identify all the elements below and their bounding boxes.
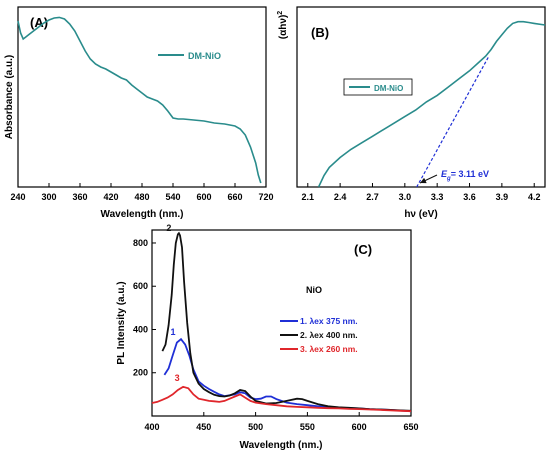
panel-a-x-tick-label: 660	[227, 192, 242, 202]
panel-c-series-line	[151, 385, 412, 413]
panel-c-ticks: 400 450 500 550 600 650 200 400 600 800	[133, 238, 419, 432]
panel-c-y-tick-label: 800	[133, 238, 148, 248]
panel-a-plot-frame	[17, 6, 267, 188]
panel-c-legend-label: 1. λex 375 nm.	[300, 316, 358, 326]
panel-b-x-ticks: 2.1 2.4 2.7 3.0 3.3 3.6 3.9 4.2	[302, 183, 541, 202]
panel-b-label: (B)	[311, 25, 329, 40]
panel-c-plot-frame	[151, 229, 412, 417]
panel-b-x-tick-label: 3.0	[399, 192, 412, 202]
panel-a-x-tick-label: 360	[72, 192, 87, 202]
panel-b-x-axis-label: hν (eV)	[404, 209, 437, 220]
panel-c-legend-title: NiO	[306, 285, 322, 295]
panel-a-x-tick-label: 420	[103, 192, 118, 202]
panel-b-series	[317, 20, 546, 188]
panel-c-y-tick-label: 400	[133, 324, 148, 334]
panel-c-y-tick-label: 200	[133, 368, 148, 378]
panel-c-curve-number-label: 3	[175, 373, 180, 383]
panel-b-eg-arrow	[419, 174, 438, 184]
panel-b-plot-frame	[296, 6, 546, 188]
panel-c-series: 1 2 3	[151, 223, 412, 413]
panel-c-y-axis-label: PL Intensity (a.u.)	[116, 281, 127, 364]
panel-b-legend-label: DM-NiO	[374, 84, 403, 93]
panel-a-x-tick-label: 240	[10, 192, 25, 202]
panel-c-curve-number-label: 1	[171, 327, 176, 337]
panel-c-label: (C)	[354, 242, 372, 257]
panel-b-eg-annotation: Eg= 3.11 eV	[441, 169, 489, 182]
panel-a-x-tick-label: 300	[41, 192, 56, 202]
panel-b-x-tick-label: 3.6	[463, 192, 476, 202]
panel-a-x-tick-label: 600	[196, 192, 211, 202]
panel-a-series-line	[17, 16, 262, 184]
panel-a-x-axis-label: Wavelength (nm.)	[101, 209, 184, 220]
panel-a-y-axis-label: Absorbance (a.u.)	[4, 55, 15, 139]
panel-c-legend: 1. λex 375 nm. 2. λex 400 nm. 3. λex 260 n…	[280, 316, 358, 354]
panel-b-x-tick-label: 2.7	[366, 192, 379, 202]
panel-a-legend-label: DM-NiO	[188, 51, 221, 61]
panel-b-x-tick-label: 2.1	[302, 192, 315, 202]
panel-a-x-tick-label: 540	[165, 192, 180, 202]
panel-a-label: (A)	[30, 15, 48, 30]
panel-c-x-tick-label: 650	[403, 422, 418, 432]
panel-b-x-tick-label: 3.3	[431, 192, 444, 202]
panel-c-x-axis-label: Wavelength (nm.)	[240, 440, 323, 451]
panel-b-x-tick-label: 3.9	[496, 192, 509, 202]
panel-a-x-tick-label: 720	[258, 192, 273, 202]
panel-c-series-line	[161, 231, 412, 412]
panel-b-y-axis-label: (αhν)2	[277, 11, 289, 39]
panel-a: (A) 240 300 360 420 480 540 600 660 720 Waveleng…	[4, 6, 274, 220]
panel-b-x-tick-label: 4.2	[528, 192, 541, 202]
panel-c-y-tick-label: 600	[133, 281, 148, 291]
panel-b-tangent-line	[416, 55, 490, 188]
panel-b: (B) 2.1 2.4 2.7 3.0 3.3 3.6 3.9 4.2 hν (eV) (αh…	[277, 6, 546, 220]
panel-c-x-tick-label: 450	[196, 422, 211, 432]
panel-c-x-tick-label: 500	[248, 422, 263, 432]
panel-c-legend-label: 3. λex 260 nm.	[300, 344, 358, 354]
panel-b-x-tick-label: 2.4	[334, 192, 347, 202]
panel-c-x-tick-label: 400	[144, 422, 159, 432]
panel-a-x-tick-label: 480	[134, 192, 149, 202]
panel-a-series	[17, 16, 262, 184]
panel-c-legend-label: 2. λex 400 nm.	[300, 330, 358, 340]
panel-b-legend-box	[343, 78, 413, 96]
panel-c: (C) 400 450 500 550 600 650 200 400 600 800 Wavel…	[116, 223, 419, 451]
panel-c-x-tick-label: 550	[300, 422, 315, 432]
panel-a-x-ticks: 240 300 360 420 480 540 600 660 720	[10, 183, 274, 202]
panel-b-series-line	[317, 20, 546, 188]
panel-c-x-tick-label: 600	[352, 422, 367, 432]
panel-c-curve-number-label: 2	[166, 223, 171, 233]
